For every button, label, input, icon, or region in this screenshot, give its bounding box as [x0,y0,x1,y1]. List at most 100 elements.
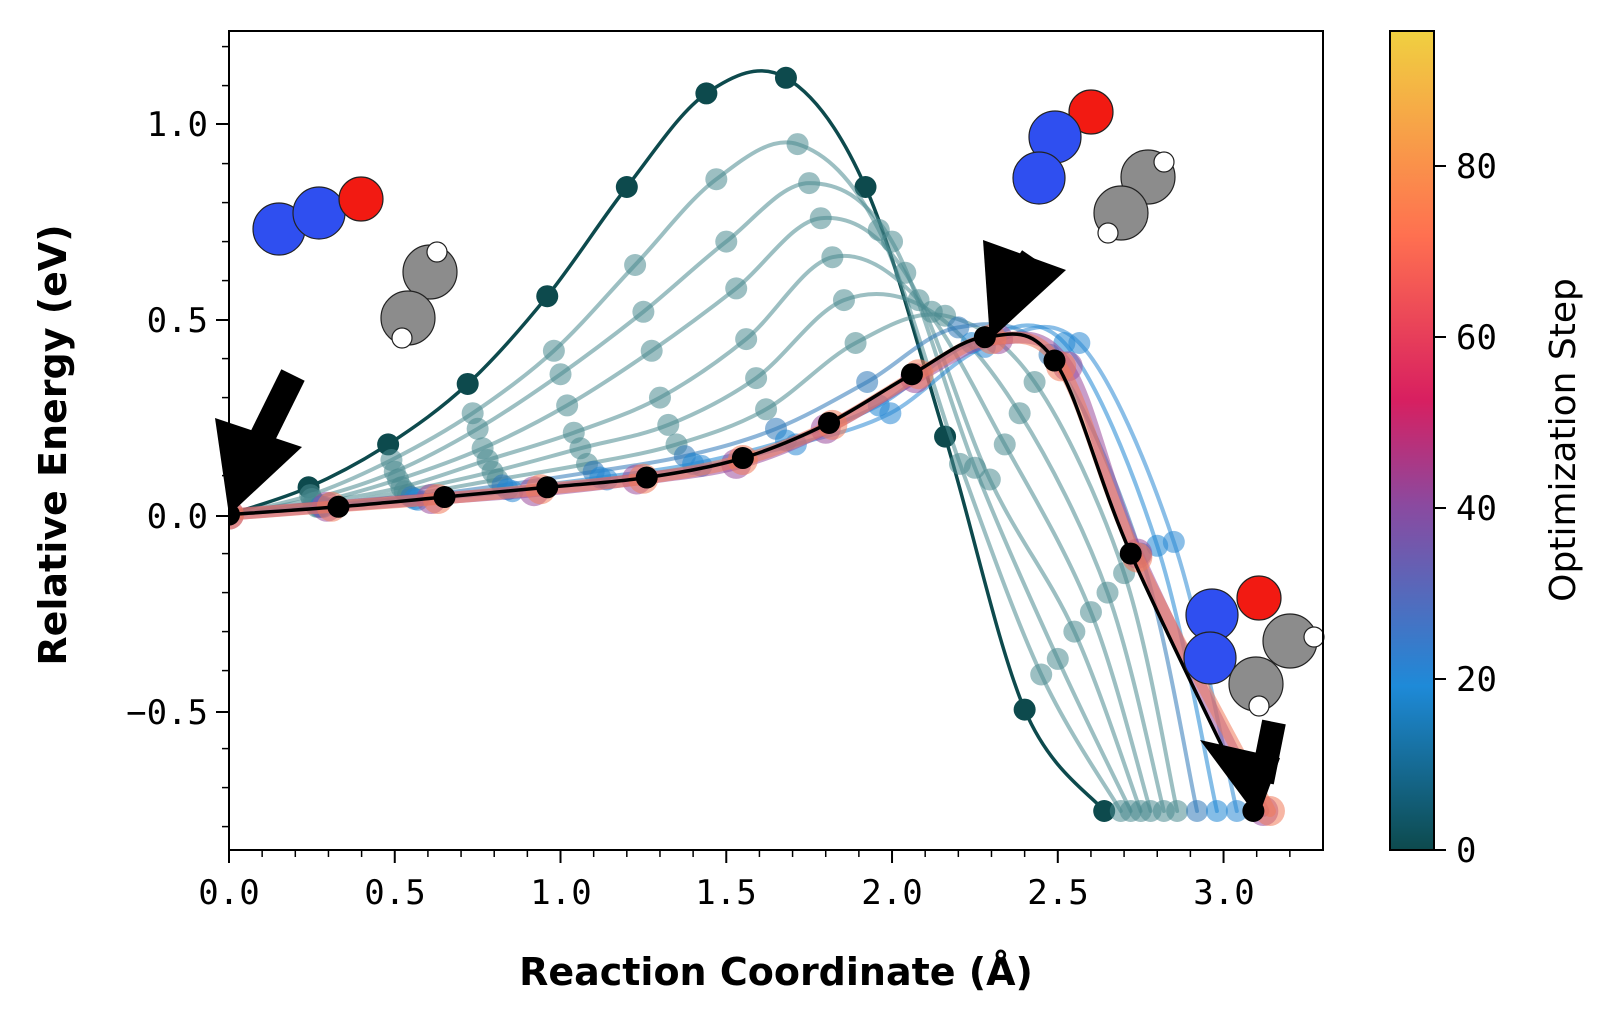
series-line [229,292,1166,813]
x-tick-label: 2.5 [1027,873,1088,913]
hydrogen-atom-icon [1153,151,1175,173]
data-point [1023,371,1046,393]
series-95 [229,326,1265,822]
colorbar-tick-label: 0 [1456,831,1476,871]
data-point [881,230,904,253]
data-point [549,363,572,386]
data-point [731,447,754,470]
data-point [1063,620,1086,643]
data-point [456,372,479,395]
colorbar-tick-label: 60 [1456,318,1497,358]
data-point [1096,581,1119,604]
data-point [947,316,970,339]
data-point [821,246,844,269]
data-point [1225,800,1248,822]
data-point [1043,349,1066,372]
series-layer [229,66,1285,826]
y-axis: 1.0 0.5 0.0 −0.5 [126,45,229,828]
x-tick-label: 1.0 [530,873,591,913]
data-point [1093,800,1116,822]
data-point [715,230,738,253]
data-point [1013,698,1036,721]
data-point [536,476,559,499]
data-point [705,168,728,191]
colorbar-tick-label: 20 [1456,660,1497,700]
nitrogen-atom-icon [1183,631,1237,685]
plot-frame [228,30,1324,851]
data-point [556,394,579,417]
product-molecule-illustration [1183,575,1325,717]
product-arrow-icon [1200,719,1286,818]
data-point [466,417,489,440]
data-point [844,332,867,354]
data-point [1186,800,1209,822]
transition-state-arrow-icon [983,240,1066,340]
hydrogen-atom-icon [1097,222,1119,244]
data-point [854,176,877,198]
data-point [993,433,1016,456]
data-point [735,328,758,351]
hydrogen-atom-icon [426,241,448,263]
data-point [1030,663,1053,686]
y-axis-title: Relative Energy (eV) [31,224,75,665]
data-point [856,371,879,393]
data-point [1068,332,1091,354]
data-point [809,207,832,230]
data-point [1079,601,1102,624]
data-point [657,413,680,436]
x-axis: 0.0 0.5 1.0 1.5 2.0 2.5 3.0 [198,850,1291,913]
data-point [818,411,841,434]
nitrogen-atom-icon [292,186,346,240]
data-point [786,133,809,156]
data-point [536,285,559,308]
data-point [632,300,655,323]
y-tick-label: 0.0 [147,497,208,537]
data-point [327,495,350,518]
data-point [1008,402,1031,425]
oxygen-atom-icon [1236,575,1282,621]
data-point [542,339,565,362]
data-point [1205,800,1228,822]
data-point [1166,800,1189,822]
transition-state-molecule-illustration [1012,89,1176,244]
colorbar-tick-label: 80 [1456,147,1497,187]
data-point [745,367,768,390]
data-point [635,466,658,489]
data-point [900,363,923,386]
data-point [615,176,638,198]
x-tick-label: 0.5 [364,873,425,913]
series-line [229,331,1270,817]
x-tick-label: 3.0 [1193,873,1254,913]
data-point [1046,647,1069,670]
nitrogen-atom-icon [1012,151,1066,205]
y-tick-label: 0.5 [147,301,208,341]
x-axis-title: Reaction Coordinate (Å) [519,950,1033,994]
colorbar-tick-label: 40 [1456,489,1497,529]
data-point [695,82,718,105]
x-major-ticks [228,850,1225,863]
data-point [879,402,902,425]
y-tick-label: 1.0 [147,105,208,145]
series-16 [229,316,1209,822]
x-tick-label: 1.5 [695,873,756,913]
series-line [229,322,1200,813]
hydrogen-atom-icon [391,327,413,349]
oxygen-atom-icon [1068,89,1114,135]
colorbar: 0 20 40 60 80 Optimization Step [1389,30,1584,871]
reactant-arrow-icon [215,369,305,515]
y-tick-label: −0.5 [126,693,208,733]
oxygen-atom-icon [338,176,384,222]
data-point [1162,530,1185,553]
colorbar-bar [1389,30,1435,851]
data-point [798,172,821,195]
hydrogen-atom-icon [1303,626,1325,648]
data-point [755,398,778,421]
x-tick-label: 2.0 [861,873,922,913]
data-point [832,289,855,312]
x-minor-ticks [261,850,1291,857]
data-point [433,486,456,509]
data-point [725,277,748,300]
hydrogen-atom-icon [1248,695,1270,717]
data-point [894,261,917,284]
